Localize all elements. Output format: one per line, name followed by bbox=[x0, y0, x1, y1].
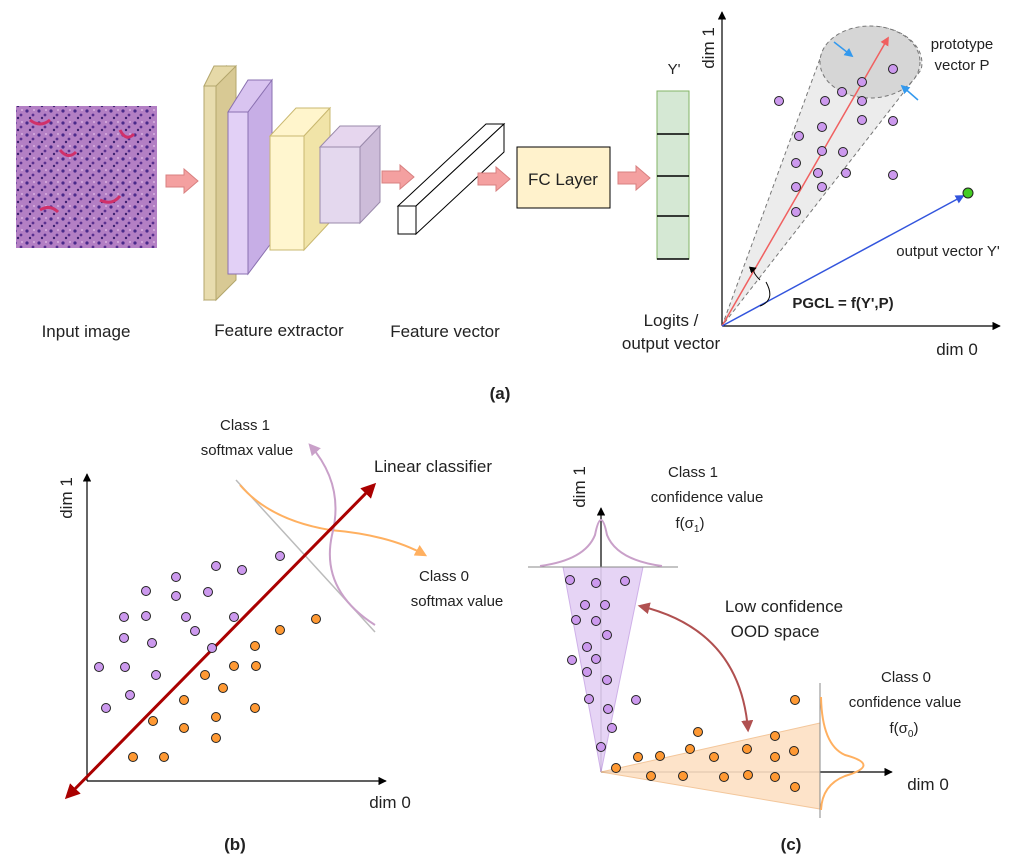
c-purple-points bbox=[565, 575, 641, 752]
c-class0-f: f(σ0) bbox=[890, 720, 919, 740]
shrink-arrow-bottom bbox=[900, 84, 919, 101]
ood-arrow bbox=[637, 602, 754, 733]
arrow-4 bbox=[617, 165, 651, 191]
fc-layer-box bbox=[516, 146, 611, 209]
y-prime-label: Y' bbox=[668, 61, 681, 78]
ood-line2: OOD space bbox=[731, 622, 820, 641]
prototype-label-line1: prototype bbox=[931, 36, 994, 53]
b-purple-points bbox=[94, 551, 285, 713]
output-vector-label: output vector Y' bbox=[896, 243, 1000, 260]
caption-a: (a) bbox=[490, 384, 511, 403]
panel-b: dim 1 dim 0 bbox=[57, 417, 503, 854]
feature-vector-bar bbox=[396, 122, 506, 236]
shrink-arrow-top bbox=[833, 41, 854, 58]
b-class1-line2: softmax value bbox=[201, 442, 294, 459]
c-orange-points bbox=[611, 695, 800, 792]
c-dim0-label: dim 0 bbox=[907, 775, 949, 794]
output-vector-arrow bbox=[721, 195, 965, 327]
b-class0-line1: Class 0 bbox=[419, 568, 469, 585]
b-dim1-label: dim 1 bbox=[57, 477, 76, 519]
tissue-stain bbox=[29, 118, 136, 214]
prototype-label-line2: vector P bbox=[934, 57, 989, 74]
panel-a: FC Layer Y' Input image Feature extracto… bbox=[16, 11, 1001, 403]
feature-extractor-block bbox=[203, 64, 382, 302]
c-class0-line2: confidence value bbox=[849, 694, 962, 711]
caption-b: (b) bbox=[224, 835, 246, 854]
input-image-label: Input image bbox=[42, 322, 131, 341]
logits-label-line1: Logits / bbox=[644, 311, 699, 330]
logits-vector bbox=[656, 90, 690, 260]
dim1-label: dim 1 bbox=[699, 27, 718, 69]
linear-classifier-label: Linear classifier bbox=[374, 457, 492, 476]
class0-confidence-curve bbox=[820, 696, 865, 811]
class1-confidence-curve bbox=[539, 519, 663, 567]
panel-c: dim 1 dim 0 bbox=[528, 464, 961, 854]
c-class1-line2: confidence value bbox=[651, 489, 764, 506]
arrow-1 bbox=[165, 168, 199, 194]
class0-softmax-curve bbox=[239, 484, 428, 557]
prototype-region bbox=[819, 25, 921, 99]
b-orange-points bbox=[128, 614, 321, 762]
c-class0-line1: Class 0 bbox=[881, 669, 931, 686]
feature-extractor-label: Feature extractor bbox=[214, 321, 344, 340]
input-image bbox=[16, 106, 157, 248]
dim0-label: dim 0 bbox=[936, 340, 978, 359]
b-dim0-label: dim 0 bbox=[369, 793, 411, 812]
class0-cone bbox=[600, 722, 821, 810]
caption-c: (c) bbox=[781, 835, 802, 854]
angle-arc bbox=[759, 281, 771, 307]
arrow-2 bbox=[381, 164, 415, 190]
angle-arrow bbox=[748, 266, 761, 281]
c-dim1-label: dim 1 bbox=[570, 466, 589, 508]
feature-vector-label: Feature vector bbox=[390, 322, 500, 341]
logits-label-line2: output vector bbox=[622, 334, 721, 353]
prototype-points bbox=[774, 64, 898, 217]
linear-classifier-arrow bbox=[64, 482, 377, 800]
output-point bbox=[962, 187, 974, 199]
fc-layer-label: FC Layer bbox=[528, 170, 598, 189]
class1-cone bbox=[562, 566, 644, 773]
prototype-plot: dim 1 dim 0 bbox=[699, 11, 1001, 359]
ood-line1: Low confidence bbox=[725, 597, 843, 616]
c-class1-line1: Class 1 bbox=[668, 464, 718, 481]
pgcl-label: PGCL = f(Y',P) bbox=[792, 295, 893, 312]
b-class1-line1: Class 1 bbox=[220, 417, 270, 434]
b-class0-line2: softmax value bbox=[411, 593, 504, 610]
c-class1-f: f(σ1) bbox=[676, 515, 705, 535]
